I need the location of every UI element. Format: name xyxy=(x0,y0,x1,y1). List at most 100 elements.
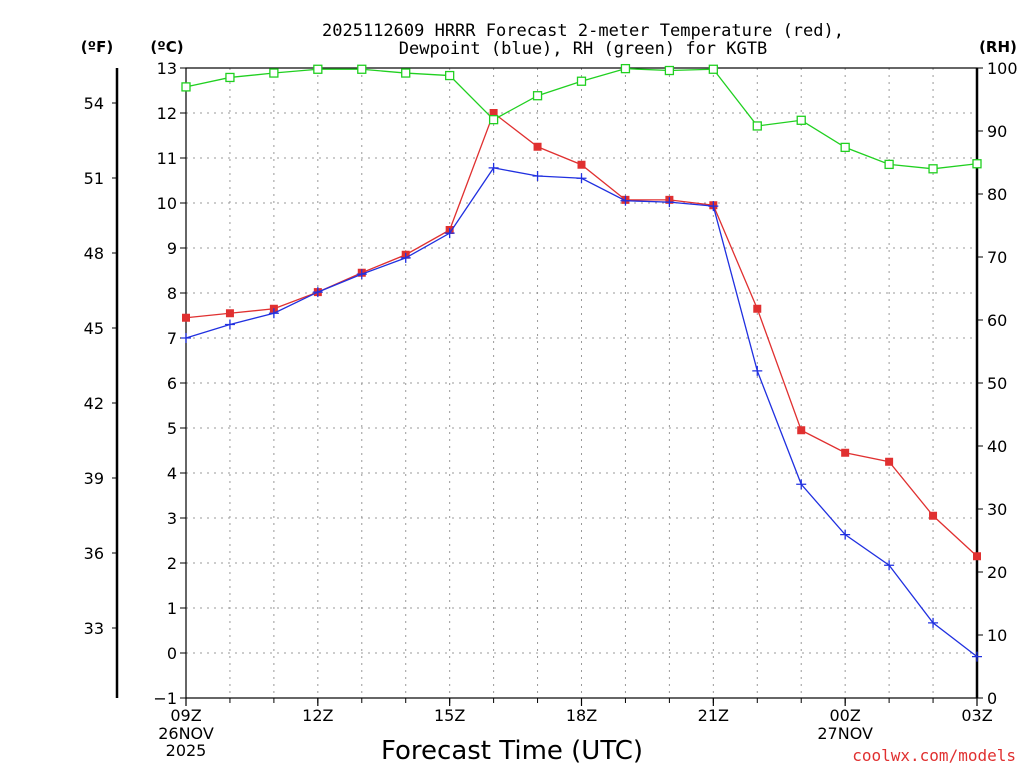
rh-tick-label: 30 xyxy=(987,500,1007,519)
series-point-rh xyxy=(972,159,982,169)
series-point-dewpoint xyxy=(444,228,455,239)
celsius-tick-label: 5 xyxy=(167,419,177,438)
series-point-rh xyxy=(620,63,631,74)
rh-tick-label: 90 xyxy=(987,122,1007,141)
series-point-dewpoint xyxy=(224,319,235,330)
fahrenheit-tick-label: 54 xyxy=(84,94,104,113)
series-point-rh xyxy=(752,121,762,131)
series-point-rh xyxy=(796,115,806,125)
x-tick-label: 15Z xyxy=(434,706,465,725)
series-point-dewpoint xyxy=(532,171,543,181)
series-point-dewpoint xyxy=(796,479,807,490)
x-tick-label: 21Z xyxy=(698,706,729,725)
celsius-tick-label: 0 xyxy=(167,644,177,663)
celsius-tick-label: 9 xyxy=(167,239,177,258)
series-point-temperature xyxy=(841,448,850,457)
series-point-temperature xyxy=(753,304,762,313)
series-layer xyxy=(181,63,982,662)
fahrenheit-tick-label: 42 xyxy=(84,394,104,413)
series-point-dewpoint xyxy=(708,201,719,212)
series-point-temperature xyxy=(577,160,586,169)
fahrenheit-tick-label: 33 xyxy=(84,619,104,638)
rh-unit-label: (RH) xyxy=(979,38,1017,56)
series-point-rh xyxy=(181,82,191,92)
series-point-rh xyxy=(884,159,894,170)
series-point-temperature xyxy=(489,109,498,117)
grid-lines xyxy=(186,68,977,698)
celsius-tick-label: 10 xyxy=(157,194,177,213)
series-point-rh xyxy=(445,70,455,81)
celsius-tick-label: 4 xyxy=(167,464,177,483)
series-point-rh xyxy=(269,68,279,78)
celsius-tick-label: 7 xyxy=(167,329,177,348)
series-point-dewpoint xyxy=(576,173,587,184)
celsius-unit-label: (ºC) xyxy=(150,38,183,56)
rh-tick-label: 0 xyxy=(987,689,997,708)
rh-tick-label: 100 xyxy=(987,59,1018,78)
fahrenheit-tick-label: 39 xyxy=(84,469,104,488)
x-tick-label: 12Z xyxy=(302,706,333,725)
series-point-dewpoint xyxy=(620,195,631,206)
series-point-temperature xyxy=(929,511,938,520)
series-point-rh xyxy=(401,68,411,78)
celsius-tick-label: 6 xyxy=(167,374,177,393)
series-point-rh xyxy=(708,64,718,74)
rh-tick-label: 70 xyxy=(987,248,1007,267)
series-point-temperature xyxy=(182,313,190,322)
series-point-dewpoint xyxy=(840,529,851,540)
x-tick-date-label: 27NOV xyxy=(817,724,873,743)
series-point-temperature xyxy=(973,552,981,561)
fahrenheit-tick-label: 48 xyxy=(84,244,104,263)
x-tick-label: 00Z xyxy=(830,706,861,725)
series-point-rh xyxy=(225,72,235,83)
rh-tick-label: 40 xyxy=(987,437,1007,456)
rh-tick-label: 80 xyxy=(987,185,1007,204)
series-point-dewpoint xyxy=(268,308,279,319)
rh-tick-label: 20 xyxy=(987,563,1007,582)
rh-tick-label: 10 xyxy=(987,626,1007,645)
series-point-dewpoint xyxy=(400,252,411,263)
series-point-rh xyxy=(664,65,675,76)
series-point-rh xyxy=(840,142,850,153)
celsius-tick-label: −1 xyxy=(153,689,177,708)
series-point-rh xyxy=(488,115,499,125)
chart-title-line1: 2025112609 HRRR Forecast 2-meter Tempera… xyxy=(322,21,844,41)
series-point-dewpoint xyxy=(488,162,499,173)
series-point-temperature xyxy=(885,457,894,466)
series-point-rh xyxy=(928,164,938,174)
series-point-dewpoint xyxy=(664,197,675,208)
x-tick-year-label: 2025 xyxy=(166,741,207,760)
series-point-rh xyxy=(313,64,323,74)
series-point-dewpoint xyxy=(356,269,367,280)
fahrenheit-unit-label: (ºF) xyxy=(81,38,113,56)
celsius-tick-label: 1 xyxy=(167,599,177,618)
series-point-dewpoint xyxy=(752,365,763,376)
series-point-rh xyxy=(357,64,367,74)
series-point-dewpoint xyxy=(884,560,895,571)
series-point-rh xyxy=(532,91,543,101)
x-tick-label: 09Z xyxy=(170,706,201,725)
celsius-tick-label: 3 xyxy=(167,509,177,528)
series-point-temperature xyxy=(533,142,542,151)
series-point-dewpoint xyxy=(312,287,323,298)
x-tick-label: 03Z xyxy=(961,706,992,725)
series-point-dewpoint xyxy=(972,651,982,662)
rh-tick-label: 50 xyxy=(987,374,1007,393)
celsius-tick-label: 13 xyxy=(157,59,177,78)
celsius-tick-label: 11 xyxy=(157,149,177,168)
credit-text: coolwx.com/models xyxy=(852,746,1016,765)
fahrenheit-tick-label: 51 xyxy=(84,169,104,188)
fahrenheit-tick-label: 36 xyxy=(84,544,104,563)
series-point-dewpoint xyxy=(181,333,191,343)
fahrenheit-tick-label: 45 xyxy=(84,319,104,338)
x-tick-date-label: 26NOV xyxy=(158,724,214,743)
series-point-dewpoint xyxy=(928,617,939,628)
rh-tick-label: 60 xyxy=(987,311,1007,330)
celsius-tick-label: 8 xyxy=(167,284,177,303)
x-axis-label: Forecast Time (UTC) xyxy=(381,736,643,766)
series-point-temperature xyxy=(225,309,234,318)
axes: −101234567891011121333363942454851540102… xyxy=(84,59,1018,760)
series-point-rh xyxy=(576,76,587,86)
